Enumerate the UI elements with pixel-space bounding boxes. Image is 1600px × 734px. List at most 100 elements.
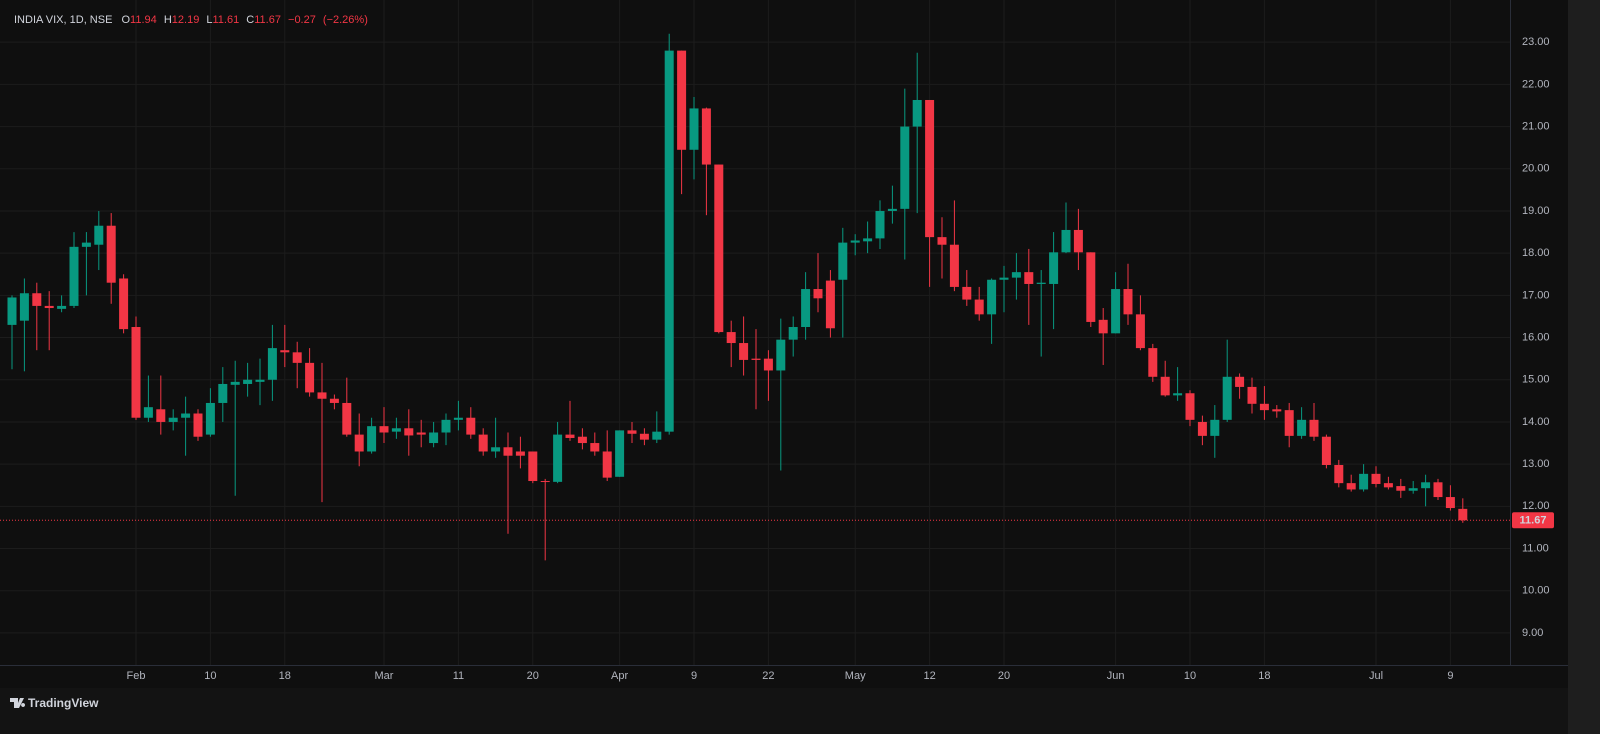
candle-body [305,362,315,393]
candle-body [863,238,873,242]
candle-body [367,426,377,452]
candle-body [429,432,439,444]
y-tick-label: 10.00 [1522,585,1550,597]
x-tick-label: 9 [1447,670,1453,682]
candle-body [639,433,649,440]
candle-body [1024,272,1034,284]
candle-body [404,428,414,436]
candle-body [875,210,885,239]
candle-body [1458,508,1468,521]
candle-body [317,392,327,399]
candle-body [69,246,79,306]
y-tick-label: 12.00 [1522,500,1550,512]
legend: INDIA VIX, 1D, NSE O11.94 H12.19 L11.61 … [14,14,368,26]
candle-body [1284,410,1294,436]
candle-body [379,426,389,433]
candle-body [1135,314,1145,349]
candle-body [1049,252,1059,284]
candle-body [1334,464,1344,484]
candle-body [441,419,451,433]
logo-icon[interactable] [10,698,26,708]
x-tick-label: Jun [1107,670,1125,682]
candle-body [416,432,426,435]
x-tick-label: 22 [762,670,774,682]
candle-body [1210,419,1220,436]
x-tick-label: 20 [527,670,539,682]
x-tick-label: 10 [204,670,216,682]
candle-body [714,164,724,333]
candle-body [1383,483,1393,488]
candle-body [1259,403,1269,411]
brand[interactable]: TradingView [28,696,99,710]
logo[interactable]: TradingView [10,696,99,710]
candle-body [503,447,513,456]
candle-body [329,398,339,403]
candle-body [131,327,141,418]
candle-body [1222,376,1232,420]
candle-body [1123,289,1133,315]
candle-body [652,431,662,440]
y-tick-label: 9.00 [1522,627,1543,639]
candle-body [1160,376,1170,396]
candle-body [838,242,848,280]
candle-body [1073,229,1083,253]
y-tick-label: 19.00 [1522,205,1550,217]
candle-body [962,286,972,300]
candle-body [1036,282,1046,284]
candle-body [1321,436,1331,465]
last-price-label: 11.67 [1520,515,1547,527]
candle-body [354,434,364,452]
candle-body [949,244,959,287]
candle-body [590,443,600,452]
y-tick-label: 14.00 [1522,416,1550,428]
candle-body [553,434,563,482]
x-tick-label: 9 [691,670,697,682]
x-tick-label: Jul [1369,670,1383,682]
x-tick-label: 11 [453,670,464,682]
candle-body [912,99,922,127]
candle-body [491,447,501,452]
x-tick-label: 18 [1258,670,1270,682]
candle-body [937,237,947,245]
candle-body [987,279,997,315]
candle-body [1346,483,1356,490]
y-tick-label: 13.00 [1522,458,1550,470]
candle-body [1111,289,1121,334]
candle-body [627,430,637,434]
x-tick-label: Feb [127,670,146,682]
last-price-badge [1512,512,1554,529]
candle-body [1309,419,1319,437]
candle-body [44,305,54,309]
candle-body [267,348,277,380]
y-tick-label: 22.00 [1522,78,1550,90]
candle-body [342,402,352,435]
y-tick-label: 20.00 [1522,163,1550,175]
candle-body [193,413,203,437]
y-tick-label: 15.00 [1522,374,1550,386]
candle-body [230,381,240,385]
candle-body [825,280,835,329]
candle-body [751,358,761,360]
candle-body [292,352,302,363]
high-label: H [164,14,172,26]
candle-body [540,481,550,483]
candle-body [1086,252,1096,322]
candle-body [218,383,228,403]
footer [0,688,1568,734]
x-tick-label: 20 [998,670,1010,682]
candle-body [577,436,587,444]
candle-body [925,99,935,238]
candle-body [255,379,265,382]
candle-body [1408,488,1418,491]
open-label: O [121,14,130,26]
candle-body [887,208,897,211]
low-label: L [206,14,212,26]
x-tick-label: 12 [923,670,935,682]
candle-body [776,339,786,371]
candle-body [739,343,749,360]
high-value: 12.19 [172,14,200,26]
candle-body [999,277,1009,280]
candle-body [664,50,674,432]
candle-body [94,225,104,245]
